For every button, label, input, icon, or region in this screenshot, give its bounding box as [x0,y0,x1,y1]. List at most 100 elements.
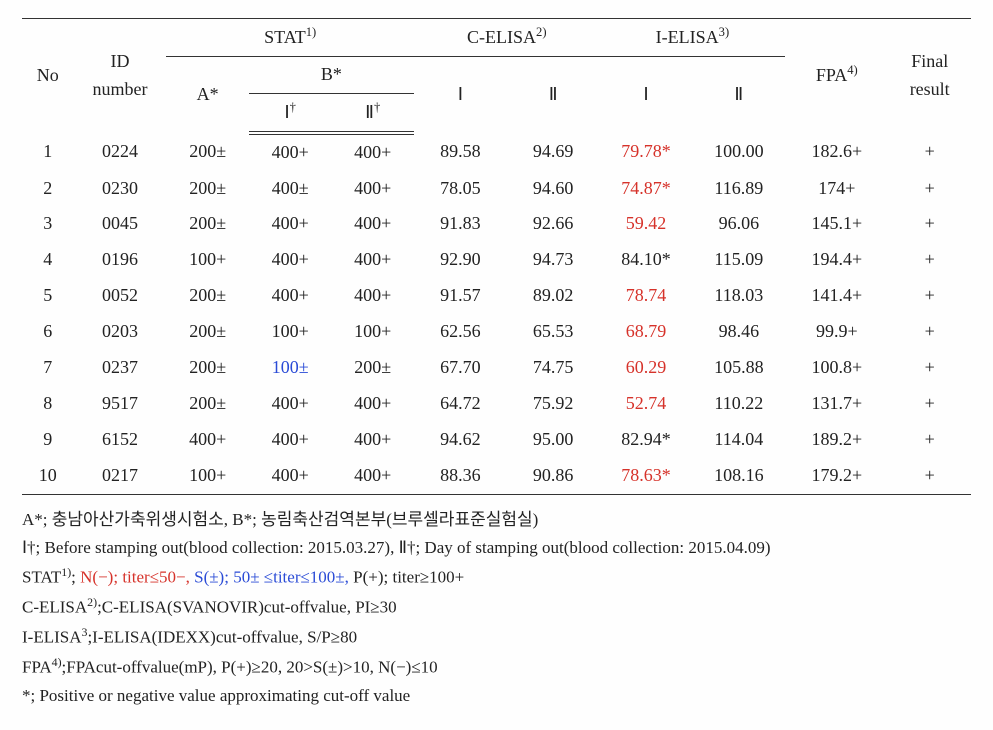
table-cell: 4 [22,242,74,278]
table-cell: 179.2+ [785,458,888,494]
footnote-3-a: ; [71,568,80,587]
footnote-1: A*; 충남아산가축위생시험소, B*; 농림축산검역본부(브루셀라표준실험실) [22,507,971,533]
table-cell: 10 [22,458,74,494]
table-cell: 62.56 [414,314,507,350]
col-ielisa-I: Ⅰ [600,56,693,132]
table-cell: 108.16 [692,458,785,494]
table-cell: 0224 [74,133,167,171]
table-cell: 78.74 [600,278,693,314]
col-stat-sup: 1) [306,25,317,39]
col-stat-B: B* [249,56,414,93]
table-cell: 0203 [74,314,167,350]
footnote-7: *; Positive or negative value approximat… [22,683,971,709]
footnote-6: FPA4);FPAcut-offvalue(mP), P(+)≥20, 20>S… [22,653,971,681]
table-row: 10224200±400+400+89.5894.6979.78*100.001… [22,133,971,171]
table-cell: + [888,206,971,242]
footnote-4-sup: 2) [87,595,97,609]
footnote-6-pre: FPA [22,658,52,677]
table-cell: 189.2+ [785,422,888,458]
table-cell: 200± [166,206,249,242]
table-cell: 400+ [331,242,414,278]
col-celisa-label: C-ELISA [467,27,536,47]
table-cell: + [888,133,971,171]
col-final-l2: result [910,79,950,99]
table-cell: 91.83 [414,206,507,242]
table-cell: 94.60 [507,171,600,207]
table-cell: 92.90 [414,242,507,278]
table-row: 30045200±400+400+91.8392.6659.4296.06145… [22,206,971,242]
col-stat-B-I-dag: † [290,100,296,114]
table-cell: 0052 [74,278,167,314]
table-cell: 74.87* [600,171,693,207]
col-stat-B-II-dag: † [374,100,380,114]
table-row: 89517200±400+400+64.7275.9252.74110.2213… [22,386,971,422]
table-cell: 78.05 [414,171,507,207]
table-cell: 6152 [74,422,167,458]
table-cell: 100+ [166,242,249,278]
table-cell: 400+ [331,278,414,314]
table-cell: 200± [166,278,249,314]
table-row: 20230200±400±400+78.0594.6074.87*116.891… [22,171,971,207]
table-cell: 400+ [249,242,332,278]
footnote-6-rest: ;FPAcut-offvalue(mP), P(+)≥20, 20>S(±)>1… [62,658,438,677]
col-stat-B-II-label: Ⅱ [365,102,374,122]
table-cell: 182.6+ [785,133,888,171]
footnotes: A*; 충남아산가축위생시험소, B*; 농림축산검역본부(브루셀라표준실험실)… [22,507,971,710]
table-cell: + [888,314,971,350]
footnote-4-pre: C-ELISA [22,598,87,617]
table-cell: 200± [166,171,249,207]
table-cell: + [888,350,971,386]
table-cell: 59.42 [600,206,693,242]
table-cell: + [888,458,971,494]
table-cell: 88.36 [414,458,507,494]
table-cell: 67.70 [414,350,507,386]
table-cell: + [888,278,971,314]
table-cell: 96.06 [692,206,785,242]
table-cell: 9517 [74,386,167,422]
table-cell: + [888,171,971,207]
col-id-l2: number [92,79,147,99]
col-id: ID number [74,19,167,133]
table-cell: 89.02 [507,278,600,314]
table-cell: 84.10* [600,242,693,278]
table-cell: 400+ [331,386,414,422]
col-ielisa-sup: 3) [719,25,730,39]
table-cell: + [888,422,971,458]
col-ielisa-group: I-ELISA3) [600,19,786,57]
footnote-5-rest: ;I-ELISA(IDEXX)cut-offvalue, S/P≥80 [87,628,357,647]
table-cell: 0196 [74,242,167,278]
col-stat-B-I: Ⅰ† [249,93,332,132]
table-cell: 9 [22,422,74,458]
table-cell: 0237 [74,350,167,386]
table-cell: 200± [331,350,414,386]
table-cell: 118.03 [692,278,785,314]
table-cell: 400+ [249,133,332,171]
table-row: 60203200±100+100+62.5665.5368.7998.4699.… [22,314,971,350]
table-cell: 65.53 [507,314,600,350]
col-celisa-group: C-ELISA2) [414,19,600,57]
table-cell: 400+ [331,133,414,171]
table-cell: 3 [22,206,74,242]
footnote-3-sup: 1) [61,565,71,579]
col-ielisa-label: I-ELISA [656,27,719,47]
table-cell: 114.04 [692,422,785,458]
table-cell: 400+ [331,206,414,242]
table-cell: 2 [22,171,74,207]
table-cell: 5 [22,278,74,314]
col-stat-A: A* [166,56,249,132]
table-cell: 99.9+ [785,314,888,350]
table-cell: 82.94* [600,422,693,458]
table-cell: 60.29 [600,350,693,386]
table-cell: 91.57 [414,278,507,314]
table-cell: 0217 [74,458,167,494]
table-row: 50052200±400+400+91.5789.0278.74118.0314… [22,278,971,314]
footnote-3: STAT1); N(−); titer≤50−, S(±); 50± ≤tite… [22,563,971,591]
table-cell: 116.89 [692,171,785,207]
table-cell: 94.73 [507,242,600,278]
table-cell: 100+ [166,458,249,494]
table-cell: 74.75 [507,350,600,386]
col-fpa-sup: 4) [847,63,858,77]
table-cell: 64.72 [414,386,507,422]
results-table: No ID number STAT1) C-ELISA2) I-ELISA3) … [22,18,971,495]
col-id-l1: ID [110,51,129,71]
